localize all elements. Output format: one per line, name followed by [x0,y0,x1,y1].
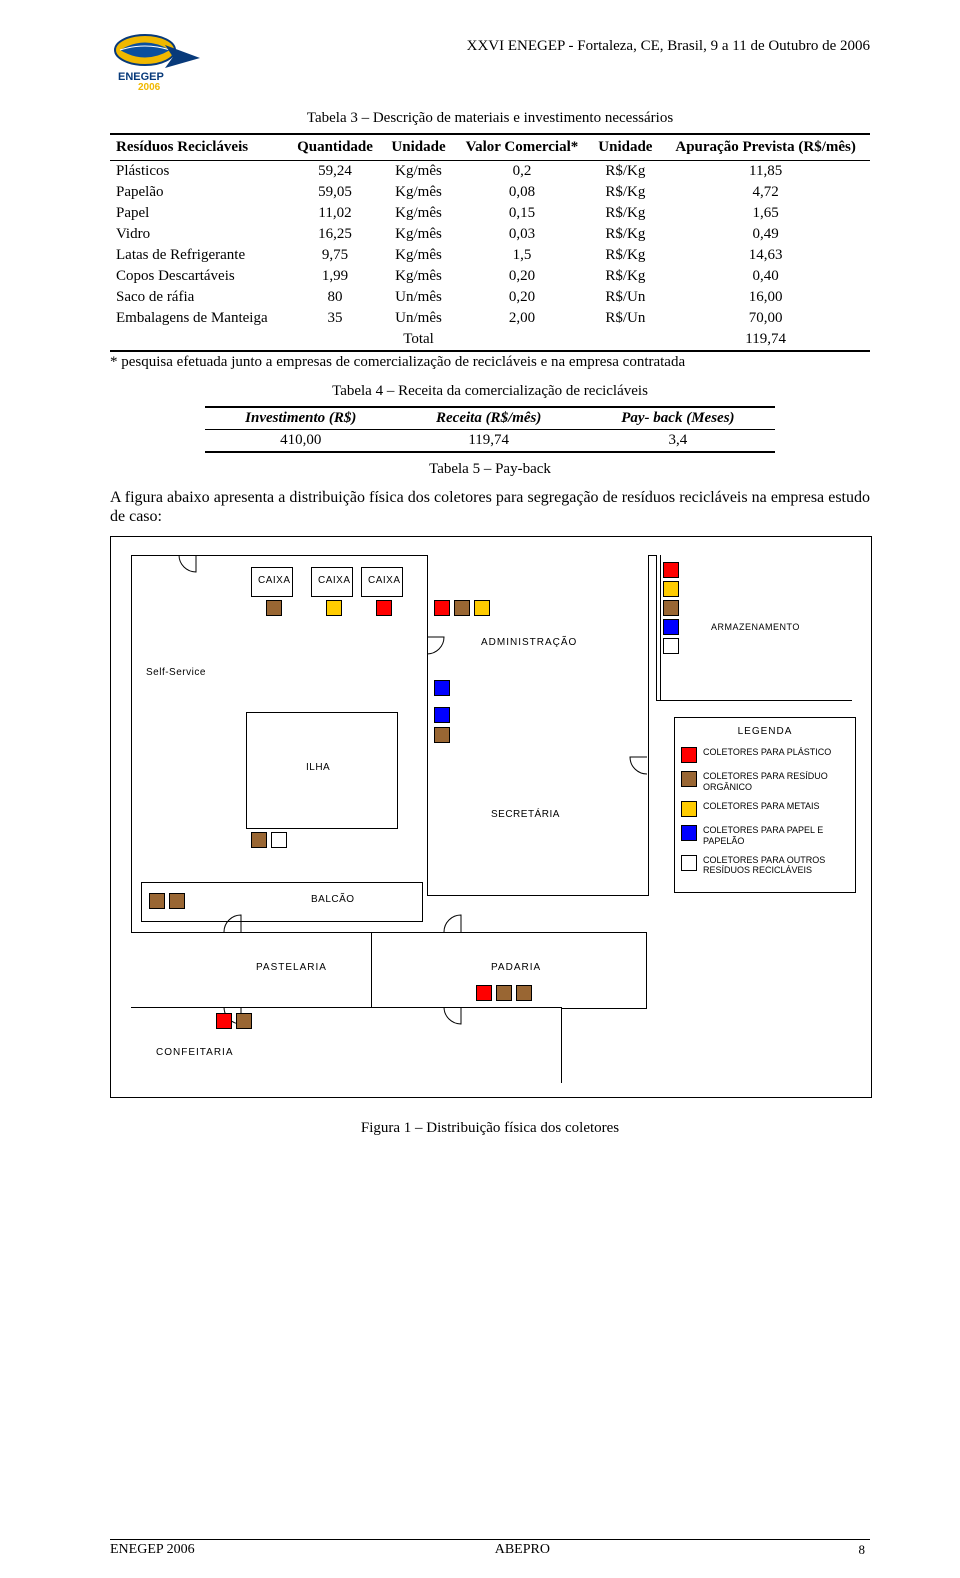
admin-label: ADMINISTRAÇÃO [481,637,577,648]
collector [663,581,679,597]
footer-left: ENEGEP 2006 [110,1542,195,1558]
figure1-caption: Figura 1 – Distribuição física dos colet… [110,1120,870,1137]
table-row: Embalagens de Manteiga35Un/mês2,00R$/Un7… [110,308,870,329]
collector [474,600,490,616]
legend-item: COLETORES PARA OUTROS RESÍDUOS RECICLÁVE… [681,855,849,877]
t3-h3: Valor Comercial* [454,134,589,161]
legend-item: COLETORES PARA METAIS [681,801,849,817]
collector [663,562,679,578]
armaz-label: ARMAZENAMENTO [711,622,800,632]
legend-item: COLETORES PARA RESÍDUO ORGÂNICO [681,771,849,793]
page-footer: ENEGEP 2006 ABEPRO [110,1539,870,1558]
caixa2-label: CAIXA [318,575,351,586]
page-header: ENEGEP 2006 XXVI ENEGEP - Fortaleza, CE,… [110,30,870,90]
pastelaria-label: PASTELARIA [256,962,327,973]
collector [663,619,679,635]
collector [169,893,185,909]
t4-rec: 119,74 [397,430,581,453]
collector [496,985,512,1001]
legend-title: LEGENDA [681,726,849,737]
collector [251,832,267,848]
table4-caption: Tabela 4 – Receita da comercialização de… [110,383,870,400]
collector [434,707,450,723]
enegep-logo: ENEGEP 2006 [110,30,205,90]
caixa3-label: CAIXA [368,575,401,586]
t4-h1: Receita (R$/mês) [397,407,581,430]
table3-materials: Resíduos Recicláveis Quantidade Unidade … [110,133,870,352]
t3-h2: Unidade [383,134,455,161]
table-row: Saco de ráfia80Un/mês0,20R$/Un16,00 [110,287,870,308]
table-row: Papelão59,05Kg/mês0,08R$/Kg4,72 [110,182,870,203]
collector [663,638,679,654]
legend-item: COLETORES PARA PAPEL E PAPELÃO [681,825,849,847]
collector [434,600,450,616]
t3-h4: Unidade [590,134,662,161]
collector [149,893,165,909]
collector [454,600,470,616]
t3-h1: Quantidade [287,134,382,161]
secretaria-label: SECRETÁRIA [491,809,560,820]
legend-item: COLETORES PARA PLÁSTICO [681,747,849,763]
collector [216,1013,232,1029]
table4-receita: Investimento (R$) Receita (R$/mês) Pay- … [205,406,775,453]
legend-box: LEGENDA COLETORES PARA PLÁSTICO COLETORES… [674,717,856,893]
caixa1-label: CAIXA [258,575,291,586]
collector [271,832,287,848]
collector [663,600,679,616]
t4-h2: Pay- back (Meses) [581,407,775,430]
table3-footnote: * pesquisa efetuada junto a empresas de … [110,354,870,371]
table-row: Latas de Refrigerante9,75Kg/mês1,5R$/Kg1… [110,245,870,266]
t3-h0: Resíduos Recicláveis [110,134,287,161]
footer-center: ABEPRO [495,1542,550,1558]
table5-caption: Tabela 5 – Pay-back [110,461,870,478]
t4-h0: Investimento (R$) [205,407,397,430]
collector [326,600,342,616]
collector [376,600,392,616]
confeitaria-label: CONFEITARIA [156,1047,233,1058]
table3-caption: Tabela 3 – Descrição de materiais e inve… [110,110,870,127]
page-number: 8 [859,1542,866,1558]
selfservice-label: Self-Service [146,667,206,678]
collector [434,727,450,743]
t4-inv: 410,00 [205,430,397,453]
collector [266,600,282,616]
collector [476,985,492,1001]
balcao-label: BALCÃO [311,894,355,905]
table-row: Vidro16,25Kg/mês0,03R$/Kg0,49 [110,224,870,245]
t3-h5: Apuração Prevista (R$/mês) [661,134,870,161]
collector [434,680,450,696]
collector [516,985,532,1001]
ilha-label: ILHA [306,762,330,773]
svg-text:2006: 2006 [138,82,161,90]
t4-pb: 3,4 [581,430,775,453]
table-row: Papel11,02Kg/mês0,15R$/Kg1,65 [110,203,870,224]
table-row: Copos Descartáveis1,99Kg/mês0,20R$/Kg0,4… [110,266,870,287]
table3-total-row: Total119,74 [110,329,870,351]
floor-plan-diagram: CAIXA CAIXA CAIXA Self-Service ADMINISTR… [110,536,872,1098]
body-paragraph: A figura abaixo apresenta a distribuição… [110,488,870,526]
padaria-label: PADARIA [491,962,541,973]
conference-header: XXVI ENEGEP - Fortaleza, CE, Brasil, 9 a… [215,30,870,55]
table-row: Plásticos59,24Kg/mês0,2R$/Kg11,85 [110,161,870,183]
collector [236,1013,252,1029]
